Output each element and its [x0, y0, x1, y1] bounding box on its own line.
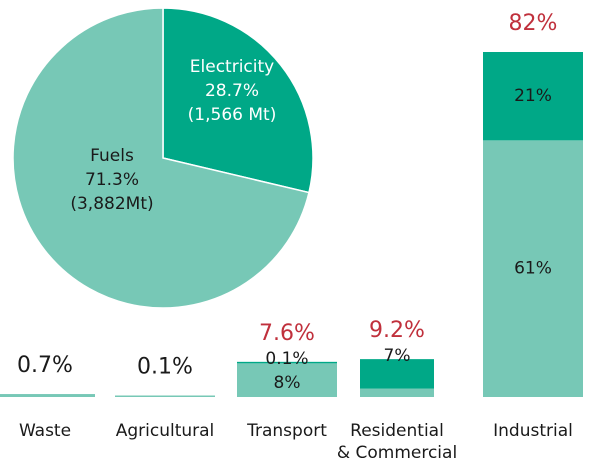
category-label: Industrial [493, 421, 573, 441]
segment-label: 8% [274, 373, 301, 393]
bar-segment [360, 388, 434, 397]
total-label: 0.1% [137, 355, 193, 380]
bar-segment [360, 359, 434, 389]
pie-slice [12, 7, 310, 309]
category-label: Agricultural [115, 421, 215, 441]
total-label: 9.2% [369, 318, 425, 343]
category-label: Transport [247, 421, 327, 441]
total-label: 0.7% [17, 353, 73, 378]
segment-label: 21% [514, 86, 552, 106]
bar-segment [483, 140, 583, 398]
total-label: 7.6% [259, 321, 315, 346]
bar-segment [483, 52, 583, 141]
category-label: Waste [18, 421, 72, 441]
slice-percent: 71.3% [85, 170, 139, 190]
segment-label: 0.1% [265, 349, 308, 369]
bar-segment [115, 395, 215, 397]
slice-name: Fuels [90, 146, 134, 166]
segment-label: 7% [384, 346, 411, 366]
bar-segment [237, 363, 337, 397]
total-label: 82% [509, 11, 558, 36]
segment-label: 61% [514, 259, 552, 279]
pie-slice [162, 7, 314, 194]
slice-amount: (1,566 Mt) [188, 105, 277, 125]
category-label: Residential & Commercial [336, 421, 458, 463]
slice-percent: 28.7% [205, 81, 259, 101]
slice-amount: (3,882Mt) [70, 194, 153, 214]
bar-segment [237, 361, 337, 364]
bar-segment [0, 394, 95, 397]
slice-name: Electricity [190, 57, 274, 77]
